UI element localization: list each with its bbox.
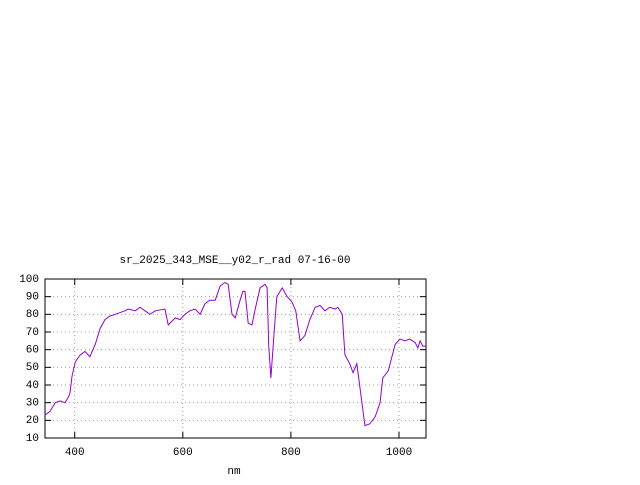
plot-frame [44,278,427,439]
x-tick-label: 1000 [386,447,412,459]
x-axis-label: nm [227,466,241,478]
y-tick-label: 10 [26,433,39,445]
y-tick-label: 80 [26,309,39,321]
data-line [44,281,426,427]
x-tick-label: 600 [173,447,193,459]
y-tick-label: 40 [26,380,39,392]
chart-title: sr_2025_343_MSE__y02_r_rad 07-16-00 [119,255,350,267]
x-tick-label: 400 [65,447,85,459]
y-tick-label: 60 [26,345,39,357]
y-tick-label: 20 [26,415,39,427]
y-tick-label: 100 [19,274,39,286]
x-tick-label: 800 [281,447,301,459]
y-tick-label: 70 [26,327,39,339]
y-tick-label: 30 [26,398,39,410]
y-tick-label: 90 [26,292,39,304]
y-tick-label: 50 [26,362,39,374]
